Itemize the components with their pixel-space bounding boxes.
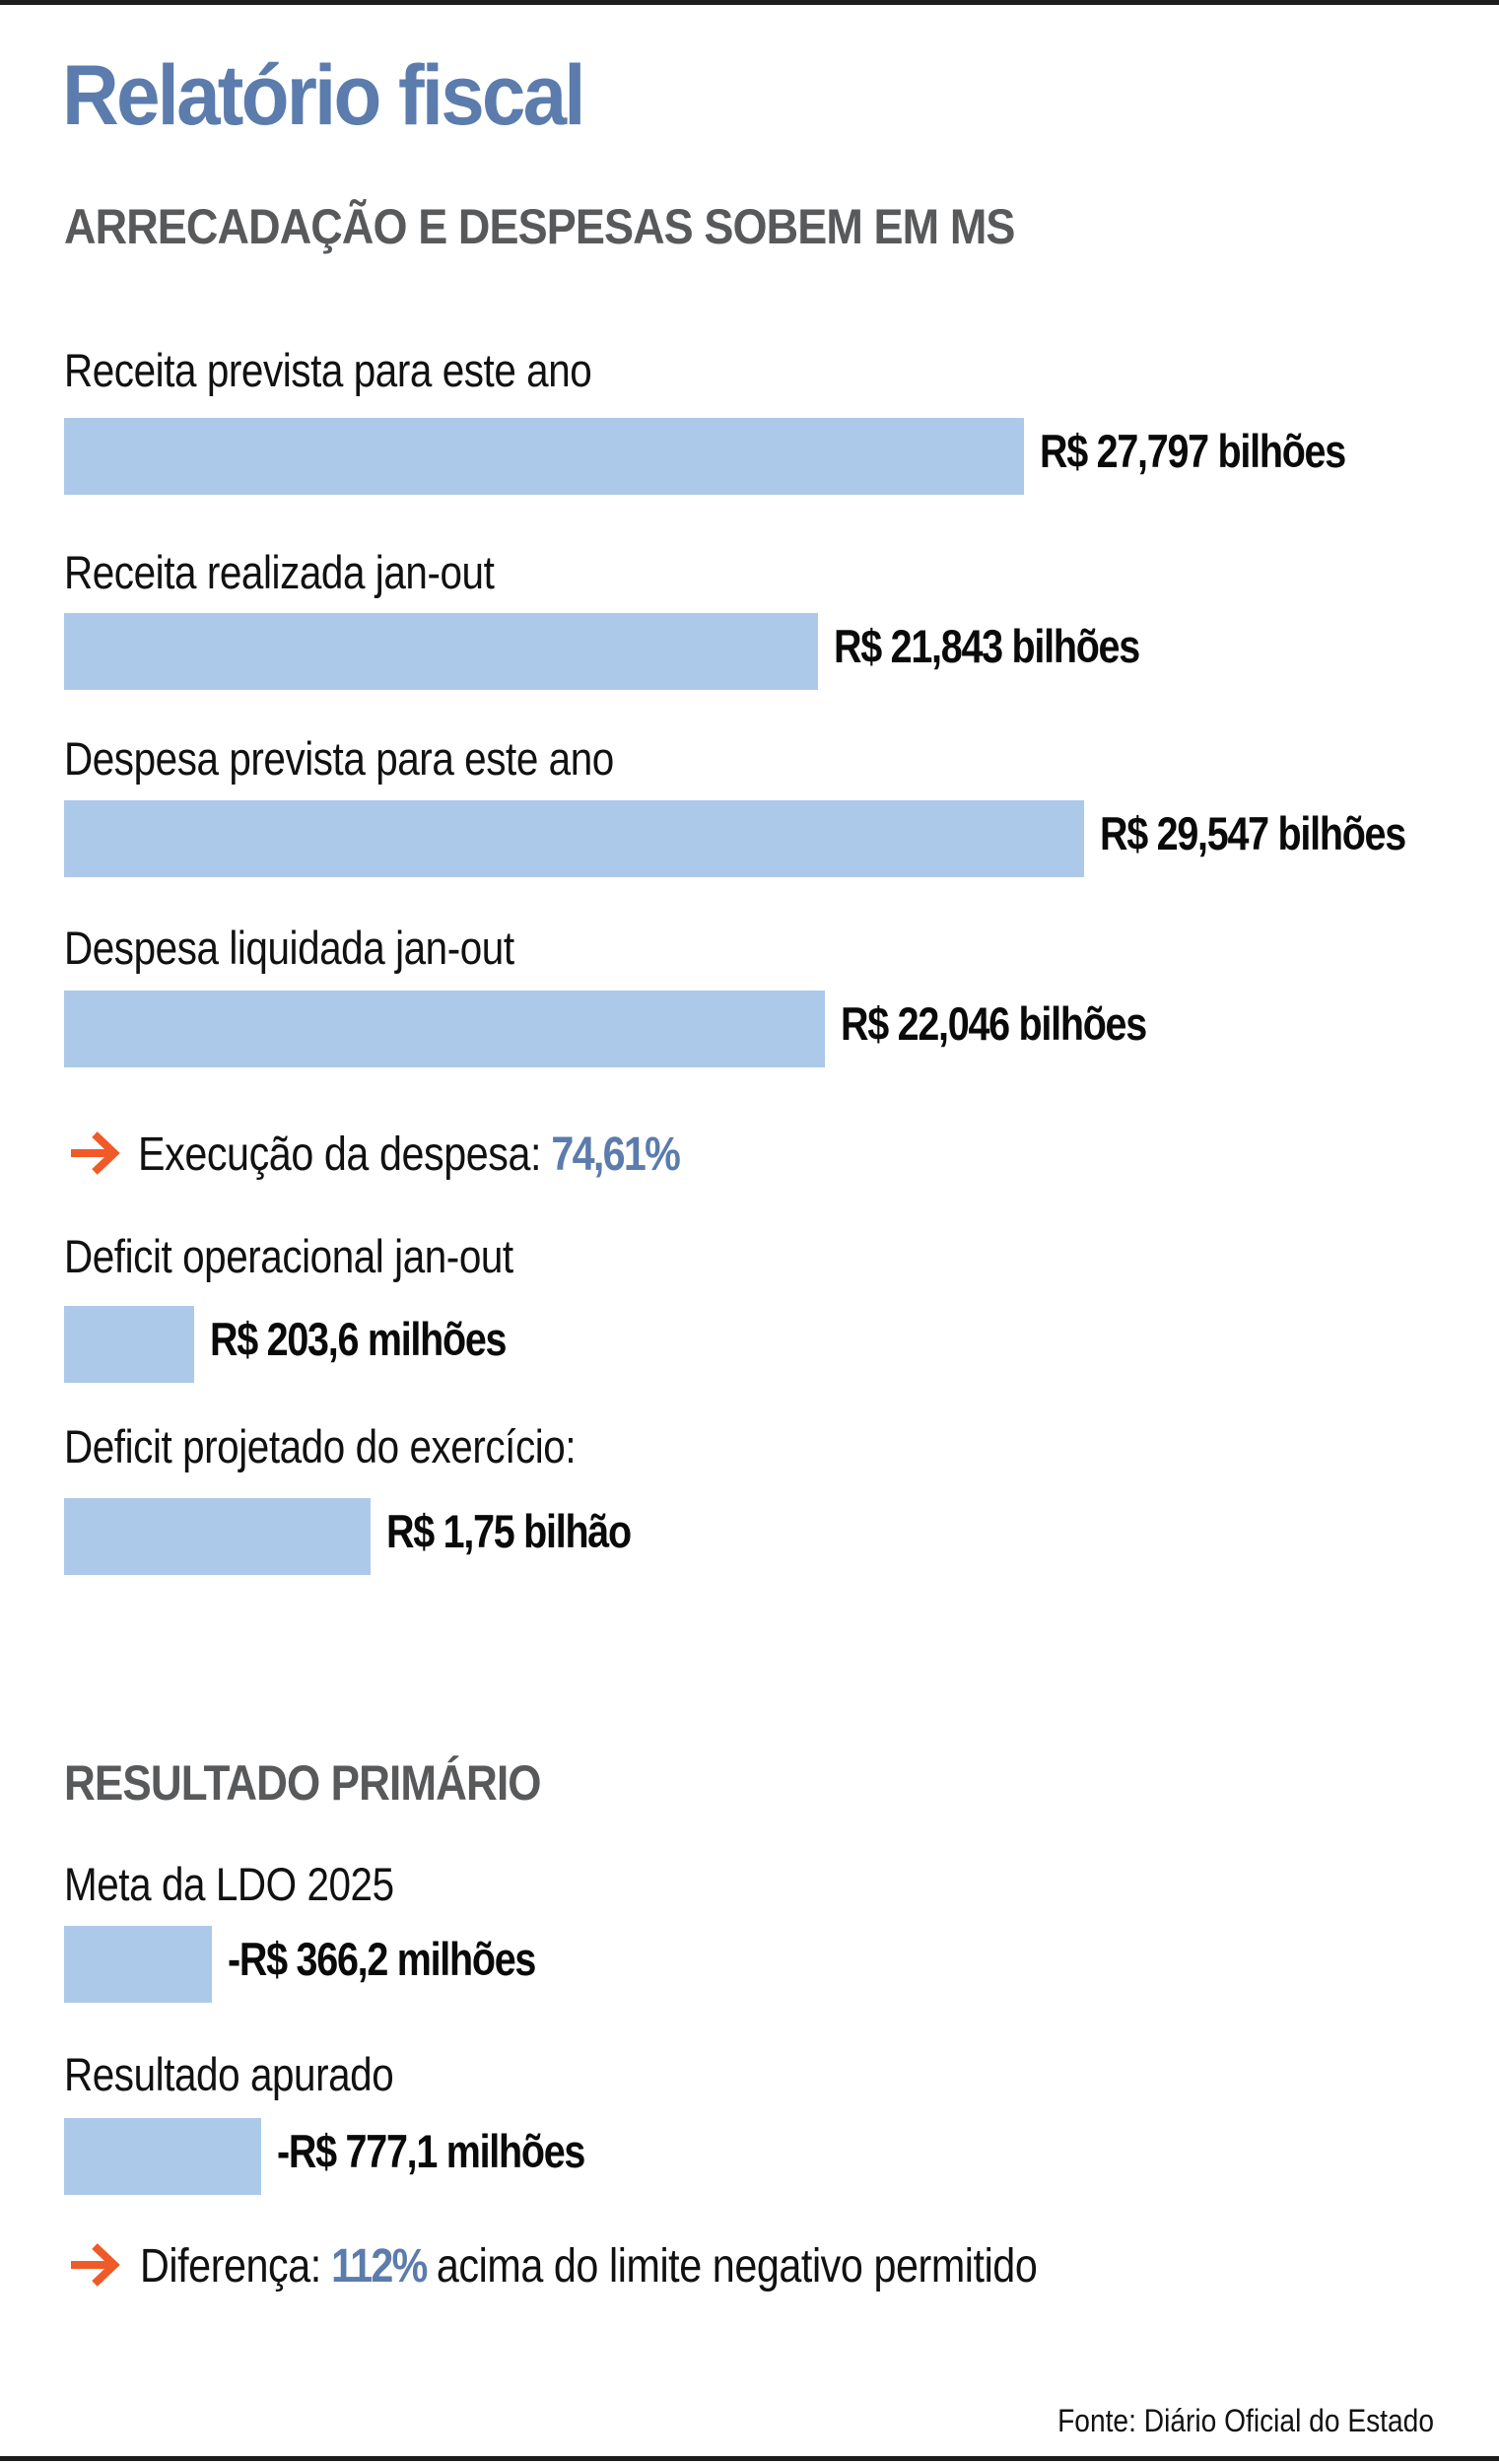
expense-execution-percent: 74,61%	[551, 1129, 680, 1181]
data-label: R$ 21,843 bilhões	[834, 620, 1140, 672]
expense-execution-callout: Execução da despesa: 74,61%	[138, 1129, 681, 1181]
bar-receita-prevista	[64, 418, 1024, 495]
page-title: Relatório fiscal	[62, 48, 586, 143]
callout-suffix: acima do limite negativo permitido	[436, 2240, 1038, 2293]
data-label: -R$ 777,1 milhões	[277, 2125, 585, 2177]
bar-despesa-prevista	[64, 800, 1084, 877]
callout-text: Execução da despesa:	[138, 1129, 542, 1181]
difference-percent: 112%	[331, 2240, 428, 2293]
bar-deficit-operacional	[64, 1306, 194, 1383]
bar-despesa-liquidada	[64, 991, 825, 1067]
bar-receita-realizada	[64, 613, 818, 690]
category-label: Receita realizada jan-out	[64, 546, 495, 598]
bar-meta-ldo	[64, 1926, 212, 2003]
data-label: R$ 29,547 bilhões	[1100, 807, 1406, 859]
category-label: Resultado apurado	[64, 2048, 394, 2100]
category-label: Meta da LDO 2025	[64, 1858, 394, 1910]
category-label: Despesa prevista para este ano	[64, 732, 614, 785]
data-label: -R$ 366,2 milhões	[228, 1933, 536, 1985]
top-rule	[0, 0, 1499, 5]
category-label: Deficit operacional jan-out	[64, 1230, 513, 1282]
data-label: R$ 22,046 bilhões	[841, 997, 1147, 1050]
bar-resultado-apurado	[64, 2118, 261, 2195]
difference-callout: Diferença: 112% acima do limite negativo…	[140, 2240, 1038, 2293]
category-label: Despesa liquidada jan-out	[64, 922, 514, 974]
data-label: R$ 203,6 milhões	[210, 1313, 507, 1365]
source-note: Fonte: Diário Oficial do Estado	[1057, 2403, 1434, 2438]
section-heading-revenue-expenses: ARRECADAÇÃO E DESPESAS SOBEM EM MS	[64, 199, 1015, 254]
bar-deficit-projetado	[64, 1498, 371, 1575]
category-label: Receita prevista para este ano	[64, 344, 592, 396]
data-label: R$ 27,797 bilhões	[1040, 425, 1346, 477]
arrow-right-icon	[71, 1131, 120, 1175]
bottom-rule	[0, 2456, 1499, 2461]
category-label: Deficit projetado do exercício:	[64, 1420, 577, 1472]
data-label: R$ 1,75 bilhão	[386, 1505, 632, 1557]
section-heading-primary-result: RESULTADO PRIMÁRIO	[64, 1755, 542, 1811]
arrow-right-icon	[71, 2243, 120, 2287]
callout-text: Diferença:	[140, 2240, 321, 2293]
